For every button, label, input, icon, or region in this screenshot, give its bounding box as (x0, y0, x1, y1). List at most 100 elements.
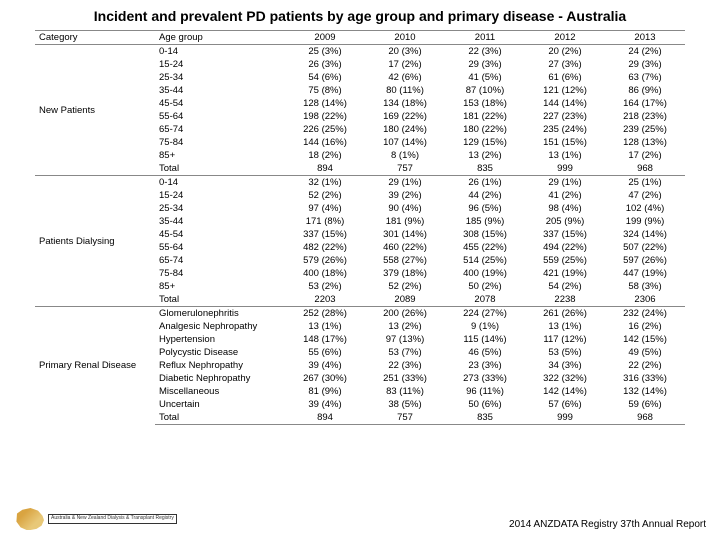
value-cell: 151 (15%) (525, 136, 605, 149)
value-cell: 579 (26%) (285, 254, 365, 267)
value-cell: 199 (9%) (605, 215, 685, 228)
agegroup-cell: Miscellaneous (155, 385, 285, 398)
value-cell: 205 (9%) (525, 215, 605, 228)
value-cell: 757 (365, 411, 445, 425)
agegroup-cell: 25-34 (155, 202, 285, 215)
value-cell: 53 (5%) (525, 346, 605, 359)
value-cell: 559 (25%) (525, 254, 605, 267)
value-cell: 61 (6%) (525, 71, 605, 84)
agegroup-cell: 35-44 (155, 84, 285, 97)
value-cell: 224 (27%) (445, 307, 525, 321)
data-table: Category Age group 2009 2010 2011 2012 2… (35, 30, 685, 425)
category-cell: Patients Dialysing (35, 176, 155, 307)
value-cell: 164 (17%) (605, 97, 685, 110)
value-cell: 58 (3%) (605, 280, 685, 293)
agegroup-cell: 0-14 (155, 45, 285, 59)
value-cell: 90 (4%) (365, 202, 445, 215)
value-cell: 180 (22%) (445, 123, 525, 136)
value-cell: 757 (365, 162, 445, 176)
value-cell: 41 (5%) (445, 71, 525, 84)
value-cell: 2089 (365, 293, 445, 307)
logo-label: Australia & New Zealand Dialysis & Trans… (48, 514, 177, 524)
agegroup-cell: 75-84 (155, 267, 285, 280)
value-cell: 23 (3%) (445, 359, 525, 372)
value-cell: 894 (285, 411, 365, 425)
value-cell: 22 (3%) (445, 45, 525, 59)
value-cell: 999 (525, 162, 605, 176)
value-cell: 514 (25%) (445, 254, 525, 267)
value-cell: 80 (11%) (365, 84, 445, 97)
value-cell: 128 (13%) (605, 136, 685, 149)
value-cell: 55 (6%) (285, 346, 365, 359)
value-cell: 50 (2%) (445, 280, 525, 293)
value-cell: 46 (5%) (445, 346, 525, 359)
table-header-row: Category Age group 2009 2010 2011 2012 2… (35, 31, 685, 45)
agegroup-cell: 45-54 (155, 228, 285, 241)
value-cell: 144 (16%) (285, 136, 365, 149)
value-cell: 2238 (525, 293, 605, 307)
value-cell: 267 (30%) (285, 372, 365, 385)
value-cell: 75 (8%) (285, 84, 365, 97)
value-cell: 38 (5%) (365, 398, 445, 411)
value-cell: 227 (23%) (525, 110, 605, 123)
value-cell: 54 (6%) (285, 71, 365, 84)
agegroup-cell: Reflux Nephropathy (155, 359, 285, 372)
value-cell: 26 (1%) (445, 176, 525, 190)
value-cell: 29 (3%) (605, 58, 685, 71)
value-cell: 2078 (445, 293, 525, 307)
value-cell: 447 (19%) (605, 267, 685, 280)
table-row: New Patients0-1425 (3%)20 (3%)22 (3%)20 … (35, 45, 685, 59)
anzdata-logo: Australia & New Zealand Dialysis & Trans… (14, 508, 177, 530)
agegroup-cell: Uncertain (155, 398, 285, 411)
value-cell: 20 (3%) (365, 45, 445, 59)
value-cell: 507 (22%) (605, 241, 685, 254)
value-cell: 2203 (285, 293, 365, 307)
agegroup-cell: 55-64 (155, 110, 285, 123)
value-cell: 53 (2%) (285, 280, 365, 293)
value-cell: 181 (9%) (365, 215, 445, 228)
agegroup-cell: 35-44 (155, 215, 285, 228)
value-cell: 81 (9%) (285, 385, 365, 398)
value-cell: 42 (6%) (365, 71, 445, 84)
value-cell: 968 (605, 411, 685, 425)
value-cell: 198 (22%) (285, 110, 365, 123)
agegroup-cell: Total (155, 162, 285, 176)
value-cell: 999 (525, 411, 605, 425)
agegroup-cell: Total (155, 293, 285, 307)
value-cell: 17 (2%) (605, 149, 685, 162)
value-cell: 185 (9%) (445, 215, 525, 228)
value-cell: 308 (15%) (445, 228, 525, 241)
value-cell: 52 (2%) (365, 280, 445, 293)
value-cell: 24 (2%) (605, 45, 685, 59)
value-cell: 273 (33%) (445, 372, 525, 385)
value-cell: 558 (27%) (365, 254, 445, 267)
value-cell: 44 (2%) (445, 189, 525, 202)
value-cell: 13 (1%) (525, 320, 605, 333)
value-cell: 460 (22%) (365, 241, 445, 254)
agegroup-cell: Diabetic Nephropathy (155, 372, 285, 385)
value-cell: 13 (1%) (285, 320, 365, 333)
value-cell: 835 (445, 411, 525, 425)
value-cell: 41 (2%) (525, 189, 605, 202)
value-cell: 83 (11%) (365, 385, 445, 398)
col-category: Category (35, 31, 155, 45)
value-cell: 2306 (605, 293, 685, 307)
value-cell: 894 (285, 162, 365, 176)
value-cell: 324 (14%) (605, 228, 685, 241)
value-cell: 52 (2%) (285, 189, 365, 202)
value-cell: 53 (7%) (365, 346, 445, 359)
agegroup-cell: Hypertension (155, 333, 285, 346)
agegroup-cell: 55-64 (155, 241, 285, 254)
value-cell: 180 (24%) (365, 123, 445, 136)
agegroup-cell: 65-74 (155, 123, 285, 136)
value-cell: 251 (33%) (365, 372, 445, 385)
agegroup-cell: 65-74 (155, 254, 285, 267)
value-cell: 144 (14%) (525, 97, 605, 110)
col-2010: 2010 (365, 31, 445, 45)
value-cell: 597 (26%) (605, 254, 685, 267)
value-cell: 49 (5%) (605, 346, 685, 359)
value-cell: 337 (15%) (525, 228, 605, 241)
value-cell: 301 (14%) (365, 228, 445, 241)
value-cell: 421 (19%) (525, 267, 605, 280)
value-cell: 25 (1%) (605, 176, 685, 190)
